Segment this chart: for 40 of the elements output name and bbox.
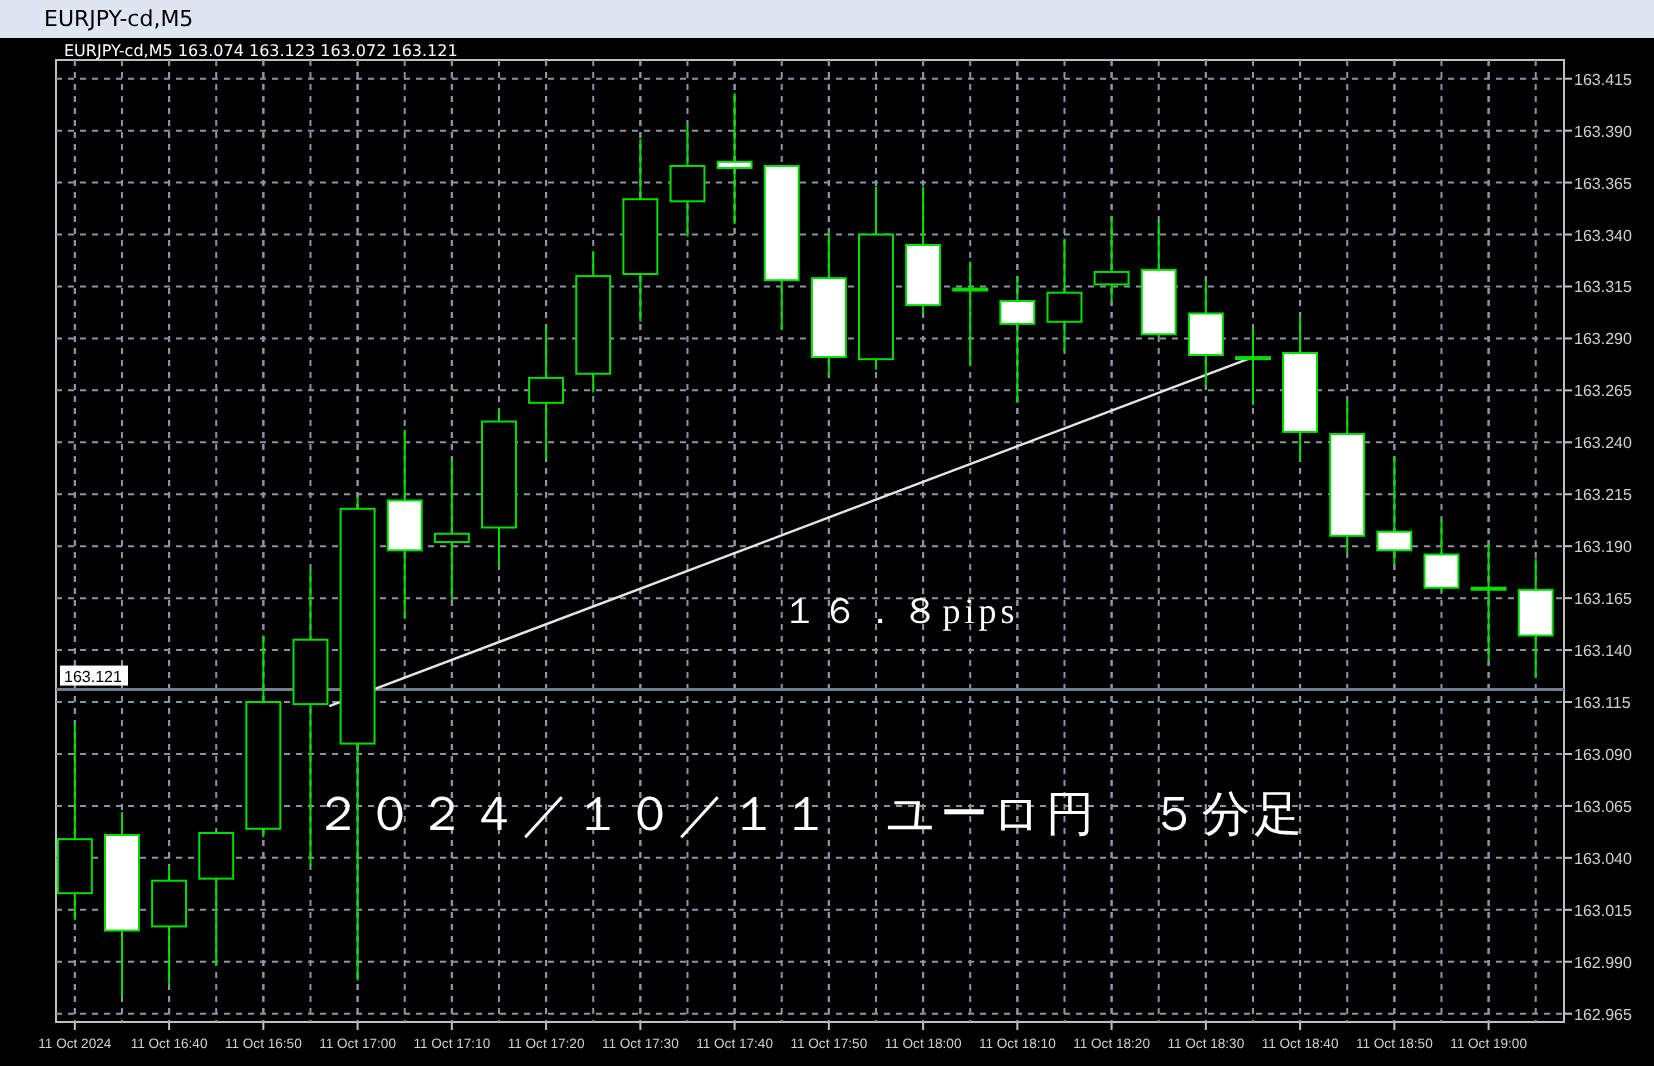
candlestick: [1470, 543, 1507, 662]
y-tick-label: 163.090: [1574, 745, 1633, 764]
y-tick-label: 163.065: [1574, 797, 1633, 816]
y-tick-label: 163.240: [1574, 434, 1633, 453]
candlestick: [528, 324, 565, 460]
y-tick-label: 163.190: [1574, 538, 1633, 557]
annotation: １６．８pips: [782, 590, 1019, 631]
y-tick-label: 163.165: [1574, 590, 1633, 609]
y-tick-label: 163.115: [1574, 694, 1632, 713]
y-tick-label: 163.390: [1574, 122, 1633, 141]
candlestick: [151, 865, 188, 986]
candlestick: [1187, 279, 1224, 388]
candlestick: [198, 831, 235, 967]
candlestick: [1517, 557, 1554, 679]
y-tick-label: 163.265: [1574, 382, 1633, 401]
candlestick: [669, 123, 706, 238]
y-tick-label: 163.140: [1574, 642, 1633, 661]
y-tick-label: 163.415: [1574, 70, 1633, 89]
y-tick-label: 163.340: [1574, 226, 1633, 245]
candlestick: [1235, 327, 1271, 406]
candlestick: [1046, 237, 1083, 352]
y-tick-label: 162.990: [1574, 953, 1633, 972]
ref-line-label: 163.121: [64, 667, 123, 686]
candlestick: [1093, 214, 1130, 303]
candlestick: [716, 92, 753, 226]
y-tick-label: 163.365: [1574, 174, 1633, 193]
y-tick-label: 163.015: [1574, 901, 1633, 920]
y-tick-label: 162.965: [1574, 1005, 1633, 1024]
annotation: ２０２４／１０／１１ ユーロ円 ５分足: [314, 789, 1306, 842]
y-tick-label: 163.315: [1574, 278, 1633, 297]
chart-subtitle: EURJPY-cd,M5 163.074 163.123 163.072 163.121: [64, 42, 458, 60]
candlestick: [433, 457, 470, 602]
candlestick: [1376, 455, 1413, 566]
candlestick: [999, 275, 1036, 404]
candlestick: [952, 260, 989, 367]
y-tick-label: 163.215: [1574, 486, 1633, 505]
y-tick-label: 163.290: [1574, 330, 1633, 349]
candlestick: [1423, 518, 1460, 593]
chart-title: EURJPY-cd,M5: [44, 6, 194, 32]
y-tick-label: 163.040: [1574, 849, 1633, 868]
